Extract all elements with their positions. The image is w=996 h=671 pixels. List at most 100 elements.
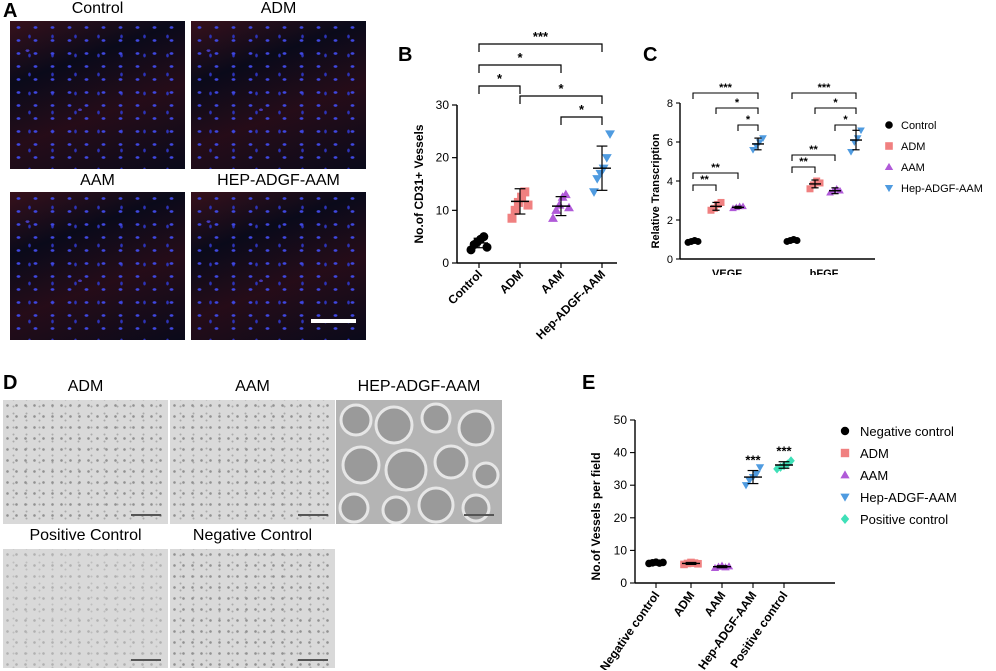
chart-c-legend-marker: [884, 184, 894, 193]
chart-e-y-tick-label: 20: [614, 511, 628, 525]
chart-b-significance-bracket: [478, 43, 603, 52]
chart-e-y-tick-label: 30: [614, 478, 628, 492]
chart-e-legend-marker: [840, 493, 850, 502]
brightfield-image-positive: [3, 549, 168, 668]
panel-d-caption-aam: AAM: [235, 378, 270, 395]
chart-b-x-tick-label: AAM: [538, 267, 567, 296]
chart-c-significance-bracket: [791, 154, 836, 161]
chart-b-point: [601, 154, 612, 163]
chart-b-point: [517, 192, 527, 202]
chart-e-legend-marker: [840, 470, 850, 479]
chart-b-point: [513, 197, 523, 207]
chart-b-significance-bracket: [519, 95, 603, 104]
chart-e-significance-label: ***: [745, 453, 761, 468]
fluorescence-image-hep: [191, 192, 366, 340]
chart-c-legend-label: ADM: [901, 141, 925, 153]
chart-b-significance-label: *: [517, 50, 523, 65]
chart-b-significance-label: ***: [533, 30, 549, 44]
panel-d-caption-negative: Negative Control: [192, 527, 313, 544]
chart-c-point: [847, 148, 855, 156]
chart-b-significance-label: *: [558, 81, 564, 96]
chart-c-legend-label: Hep-ADGF-AAM: [901, 183, 983, 195]
chart-b-x-tick-label: Control: [445, 267, 485, 307]
brightfield-image-negative: [170, 549, 335, 668]
panel-b-label: B: [398, 44, 413, 66]
chart-c-legend-marker: [885, 121, 893, 129]
tube-network-pattern: [338, 402, 500, 524]
chart-e: 0 10 20 30 40 50 No.of Vessels per field Negati…: [589, 413, 957, 670]
chart-c-significance-bracket: [692, 172, 739, 179]
chart-c-legend-label: Control: [901, 120, 936, 132]
chart-c-point: [806, 185, 814, 193]
chart-c-point: [710, 204, 718, 212]
chart-b-point: [592, 175, 603, 184]
chart-b-y-label: No.of CD31+ Vessels: [412, 124, 426, 243]
scale-bar: [311, 319, 356, 323]
panel-a-label: A: [3, 0, 18, 22]
chart-b-point: [548, 213, 558, 222]
chart-c-point: [857, 127, 865, 135]
chart-b-point: [605, 130, 615, 139]
chart-c-y-tick-label: 4: [667, 176, 673, 188]
scale-bar: [131, 659, 161, 661]
panel-d-label: D: [3, 372, 18, 394]
chart-c-significance-bracket: [791, 92, 857, 99]
chart-c-point: [717, 198, 725, 206]
chart-b-significance-label: *: [579, 102, 585, 117]
chart-c-significance-bracket: [791, 166, 816, 173]
chart-c-significance-label: *: [843, 114, 848, 126]
chart-b-significance-bracket: [478, 64, 562, 73]
chart-e-y-tick-label: 50: [614, 413, 628, 427]
chart-c-y-tick-label: 8: [667, 98, 673, 110]
chart-c-significance-bracket: [692, 92, 759, 99]
chart-b-x-tick-label: ADM: [497, 267, 526, 296]
chart-e-legend-label: Negative control: [860, 424, 954, 439]
chart-b-x-tick-label: Hep-ADGF-AAM: [533, 267, 608, 342]
chart-c-y-tick-label: 2: [667, 215, 673, 227]
chart-c-significance-bracket: [814, 107, 857, 114]
fluorescence-image-adm: [191, 21, 366, 169]
chart-c-significance-label: *: [833, 97, 838, 109]
chart-e-x-tick-label: AAM: [701, 589, 728, 619]
chart-c-point: [809, 181, 817, 189]
panel-a-caption-control: Control: [71, 0, 124, 17]
chart-c-y-label: Relative Transcription: [650, 133, 662, 248]
chart-b-point: [564, 202, 574, 212]
chart-c-significance-bracket: [737, 124, 759, 131]
chart-e-legend-label: ADM: [860, 446, 889, 461]
chart-b-point: [520, 187, 530, 197]
panel-d-caption-adm: ADM: [67, 378, 104, 395]
brightfield-image-aam: [170, 400, 335, 524]
chart-c-legend-marker: [885, 142, 893, 150]
panel-d-caption-positive: Positive Control: [29, 527, 142, 544]
chart-c-significance-label: **: [809, 144, 818, 156]
chart-e-legend-label: Hep-ADGF-AAM: [860, 490, 957, 505]
chart-c-significance-bracket: [692, 184, 717, 191]
chart-e-legend-label: Positive control: [860, 512, 948, 527]
chart-c-significance-label: **: [799, 156, 808, 168]
chart-e-y-tick-label: 40: [614, 446, 628, 460]
chart-c-significance-bracket: [715, 107, 759, 114]
chart-b-point: [551, 205, 562, 214]
chart-b-point: [554, 200, 565, 209]
scale-bar: [131, 514, 161, 516]
chart-c-x-tick-label: VEGF: [712, 268, 742, 275]
fluorescence-image-control: [10, 21, 185, 169]
chart-e-x-tick-label: Positive control: [727, 589, 790, 670]
chart-e-y-tick-label: 0: [620, 576, 627, 590]
chart-c-legend-marker: [884, 162, 894, 171]
chart-b-point: [482, 242, 492, 252]
chart-e-point: [745, 477, 754, 485]
chart-c-significance-label: ***: [818, 82, 832, 94]
fluorescence-image-aam: [10, 192, 185, 340]
chart-b-y-tick-label: 10: [436, 203, 450, 217]
panel-a-caption-aam: AAM: [80, 172, 115, 189]
chart-b-y-tick-label: 0: [442, 256, 449, 270]
chart-b-point: [510, 205, 520, 215]
chart-c-legend-label: AAM: [901, 162, 925, 174]
chart-e-y-tick-label: 10: [614, 543, 628, 557]
chart-e-significance-label: ***: [776, 444, 792, 459]
chart-b: 0 10 20 30 No.of CD31+ Vessels Control ADM AAMH…: [412, 30, 617, 342]
chart-e-legend-marker: [840, 513, 850, 525]
